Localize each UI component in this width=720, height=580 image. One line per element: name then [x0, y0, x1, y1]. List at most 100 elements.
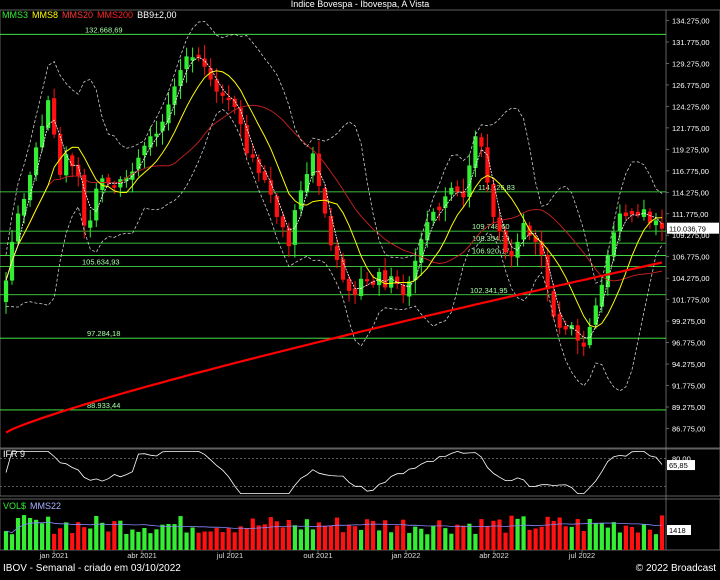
- x-axis-label: abr 2022: [479, 551, 509, 560]
- volume-bar-up: [467, 523, 472, 550]
- candle-up: [304, 174, 310, 193]
- y-tick-label: 124.275,00: [672, 102, 710, 111]
- candle-up: [118, 179, 123, 188]
- candle-down: [401, 285, 406, 296]
- volume-bar-down: [262, 524, 267, 550]
- volume-bar-up: [587, 518, 592, 550]
- candle-up: [389, 276, 394, 288]
- candle-up: [160, 121, 165, 132]
- candle-down: [58, 134, 63, 175]
- candle-up: [449, 187, 454, 195]
- volume-bar-up: [46, 516, 51, 550]
- volume-bar-down: [226, 527, 231, 550]
- candle-down: [214, 79, 219, 92]
- bollinger-lower: [5, 108, 663, 392]
- volume-bar-up: [599, 522, 604, 550]
- y-tick-label: 116.775,00: [672, 167, 709, 176]
- mms22-label: MMS22: [30, 501, 61, 511]
- volume-bar-down: [545, 516, 550, 550]
- candle-up: [3, 280, 9, 302]
- volume-bar-up: [358, 529, 364, 550]
- candle-up: [473, 136, 478, 168]
- volume-bar-up: [148, 533, 153, 550]
- candle-up: [611, 232, 616, 257]
- volume-bar-down: [208, 531, 213, 550]
- volume-value-tag: [667, 525, 691, 535]
- volume-bar-down: [371, 520, 376, 550]
- volume-bar-down: [58, 528, 63, 550]
- volume-bar-down: [244, 528, 249, 550]
- candle-up: [593, 305, 598, 325]
- candle-down: [485, 147, 490, 183]
- volume-bar-up: [521, 516, 526, 550]
- volume-bar-down: [202, 531, 207, 550]
- last-price-label: 110.036,79: [669, 225, 706, 234]
- volume-bar-up: [184, 532, 189, 550]
- volume-bar-up: [292, 525, 297, 550]
- candle-up: [443, 196, 448, 208]
- volume-bar-up: [178, 516, 183, 550]
- candle-down: [52, 98, 57, 135]
- candle-down: [437, 206, 442, 211]
- candle-down: [647, 211, 653, 223]
- candle-up: [172, 86, 177, 105]
- candle-down: [340, 258, 346, 280]
- candle-down: [238, 107, 243, 125]
- candle-up: [33, 147, 39, 176]
- candle-up: [27, 174, 33, 201]
- candle-down: [509, 250, 514, 257]
- candle-down: [202, 58, 207, 67]
- volume-bar-down: [491, 520, 496, 550]
- candle-up: [521, 222, 526, 240]
- candle-down: [316, 153, 322, 187]
- y-tick-label: 134.275,00: [672, 17, 710, 26]
- volume-bar-down: [533, 528, 538, 550]
- candle-down: [352, 288, 358, 296]
- candle-up: [358, 278, 364, 297]
- mms22-line: [5, 521, 663, 534]
- volume-bar-down: [328, 525, 334, 550]
- candle-up: [88, 220, 93, 228]
- candle-down: [545, 255, 550, 290]
- volume-bar-down: [220, 532, 225, 550]
- volume-bar-up: [449, 533, 454, 550]
- support-line-label: 105.634,93: [82, 257, 120, 266]
- volume-bar-up: [617, 532, 622, 550]
- volume-bar-down: [575, 519, 580, 550]
- volume-bar-up: [443, 528, 448, 550]
- ifr-value-label: 65,85: [669, 461, 688, 470]
- candle-down: [226, 97, 231, 101]
- candle-down: [262, 171, 267, 181]
- candle-down: [533, 236, 538, 242]
- volume-bar-down: [461, 525, 466, 550]
- volume-bar-up: [142, 527, 147, 550]
- candle-down: [635, 211, 641, 216]
- candle-down: [112, 185, 117, 188]
- ifr-label: IFR 9: [3, 449, 25, 459]
- volume-bar-up: [407, 532, 412, 550]
- candle-down: [82, 174, 87, 226]
- volume-bar-down: [581, 530, 586, 550]
- candle-up: [184, 56, 189, 70]
- candle-down: [334, 245, 340, 260]
- candle-up: [148, 136, 153, 148]
- candle-down: [346, 278, 352, 291]
- volume-bar-up: [124, 533, 129, 550]
- volume-bar-down: [383, 520, 388, 550]
- ifr-line: [5, 450, 663, 495]
- volume-bar-up: [154, 529, 159, 550]
- main-panel: [0, 9, 720, 449]
- candle-down: [250, 154, 255, 158]
- candle-up: [377, 271, 382, 286]
- candle-up: [40, 125, 45, 148]
- candle-up: [587, 326, 592, 346]
- volume-bar-up: [100, 522, 105, 550]
- volume-bar-down: [232, 532, 237, 550]
- candle-down: [244, 124, 249, 154]
- candle-down: [479, 137, 484, 147]
- candle-up: [124, 177, 129, 181]
- support-line-label: 88.933,44: [87, 401, 120, 410]
- volume-bar-up: [88, 528, 93, 550]
- x-axis-label: out 2021: [303, 551, 332, 560]
